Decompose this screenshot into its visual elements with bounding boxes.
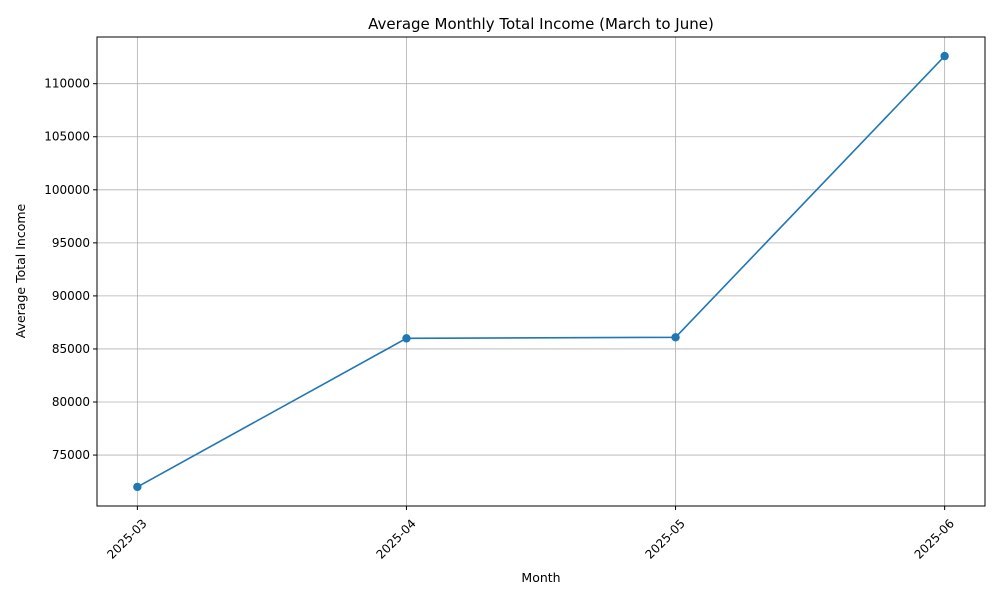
data-point [940,51,949,61]
y-tick-label: 80000 [52,395,90,409]
y-tick-label: 95000 [52,236,90,250]
y-axis: 75000 80000 85000 90000 95000 100000 105000 110… [44,77,97,462]
data-point [671,333,680,342]
grid-lines [97,37,985,506]
data-point [402,334,411,343]
data-point [133,482,142,492]
series-line [136,55,946,488]
y-tick-label: 75000 [52,448,90,462]
y-axis-label: Average Total Income [13,203,28,338]
chart-title: Average Monthly Total Income (March to J… [368,15,714,33]
x-axis-label: Month [521,570,560,585]
y-tick-label: 105000 [44,130,90,144]
plot-series [133,51,949,492]
plot-frame [96,36,986,507]
y-tick-label: 110000 [44,77,90,91]
y-tick-label: 85000 [52,342,90,356]
y-tick-label: 90000 [52,289,90,303]
y-tick-label: 100000 [44,183,90,197]
